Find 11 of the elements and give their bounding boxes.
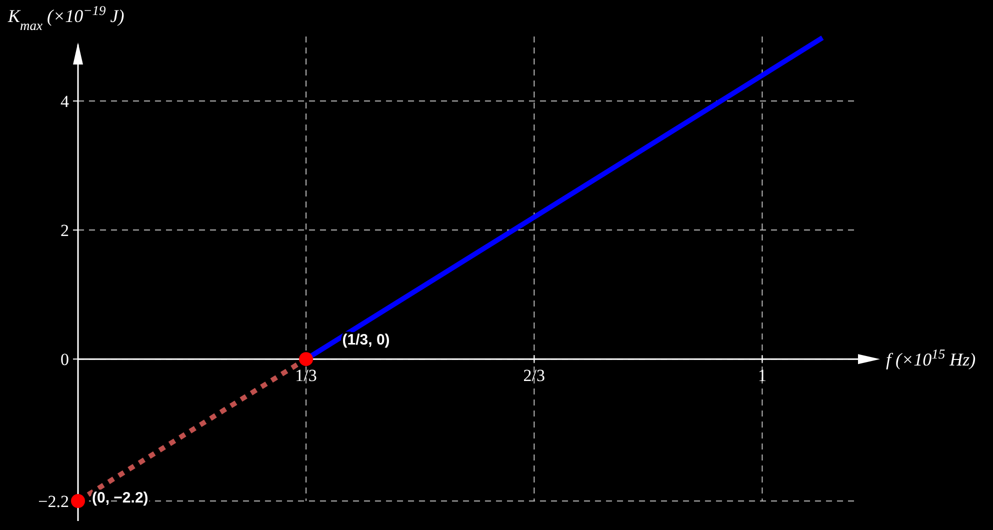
x-tick-label: 2/3	[523, 366, 546, 386]
y-tick-label: −2.2	[38, 492, 69, 511]
y-axis-title: K$_{max}$ (×10$^{−19}$ J)	[7, 2, 124, 32]
y-tick-label: 0	[60, 350, 69, 370]
y-tick-label: 4	[60, 92, 70, 111]
x-tick-label: 1	[758, 366, 766, 386]
x-tick-label: 1/3	[295, 366, 317, 386]
x-axis-title: f (×10$^{15}$ Hz)	[886, 346, 976, 370]
annotation: (0, −2.2)	[92, 489, 148, 506]
y-tick-label: 2	[60, 220, 69, 240]
annotation: (1/3, 0)	[342, 331, 390, 348]
